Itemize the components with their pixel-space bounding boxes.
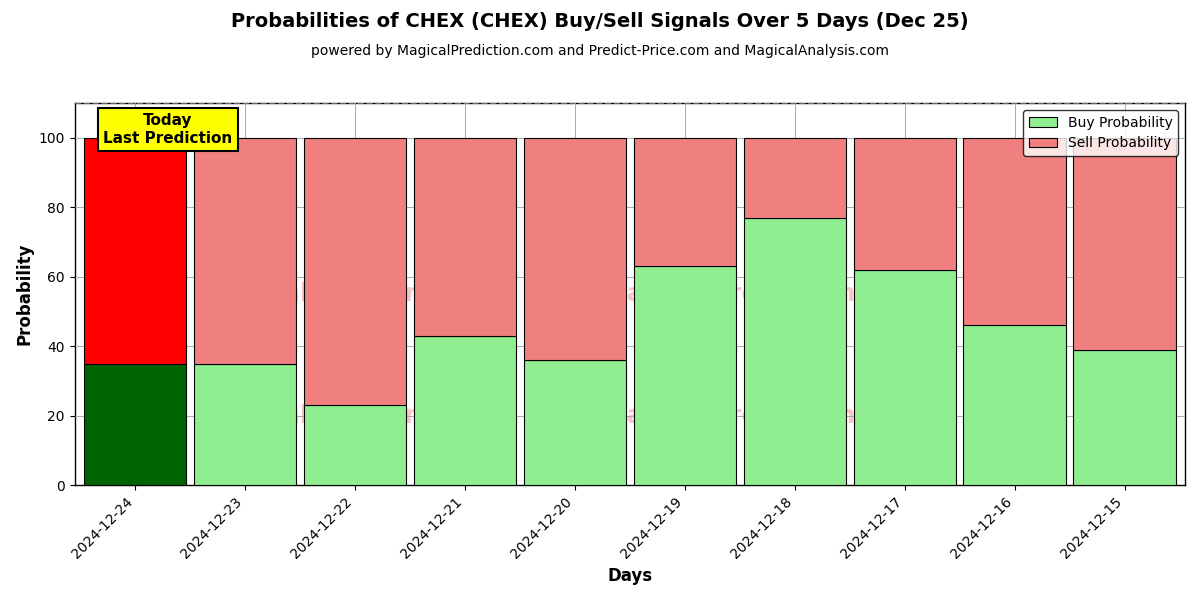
Bar <box>1074 350 1176 485</box>
Text: calAnalysis.com: calAnalysis.com <box>206 404 432 428</box>
Bar <box>84 364 186 485</box>
Y-axis label: Probability: Probability <box>16 243 34 346</box>
Bar <box>964 138 1066 325</box>
Bar <box>523 138 626 360</box>
Legend: Buy Probability, Sell Probability: Buy Probability, Sell Probability <box>1024 110 1178 156</box>
Bar <box>853 270 955 485</box>
Bar <box>414 138 516 336</box>
Text: Today
Last Prediction: Today Last Prediction <box>103 113 233 146</box>
Bar <box>853 138 955 270</box>
Bar <box>194 364 296 485</box>
Bar <box>964 325 1066 485</box>
Bar <box>523 360 626 485</box>
Bar <box>304 405 406 485</box>
Bar <box>634 266 736 485</box>
Bar <box>304 138 406 405</box>
X-axis label: Days: Days <box>607 567 653 585</box>
Bar <box>744 138 846 218</box>
Bar <box>634 138 736 266</box>
Text: MagicalPrediction.com: MagicalPrediction.com <box>602 282 924 306</box>
Bar <box>84 138 186 364</box>
Text: MagicalPrediction.com: MagicalPrediction.com <box>602 404 924 428</box>
Text: powered by MagicalPrediction.com and Predict-Price.com and MagicalAnalysis.com: powered by MagicalPrediction.com and Pre… <box>311 44 889 58</box>
Bar <box>194 138 296 364</box>
Text: Probabilities of CHEX (CHEX) Buy/Sell Signals Over 5 Days (Dec 25): Probabilities of CHEX (CHEX) Buy/Sell Si… <box>232 12 968 31</box>
Text: calAnalysis.com: calAnalysis.com <box>206 282 432 306</box>
Bar <box>1074 138 1176 350</box>
Bar <box>744 218 846 485</box>
Bar <box>414 336 516 485</box>
